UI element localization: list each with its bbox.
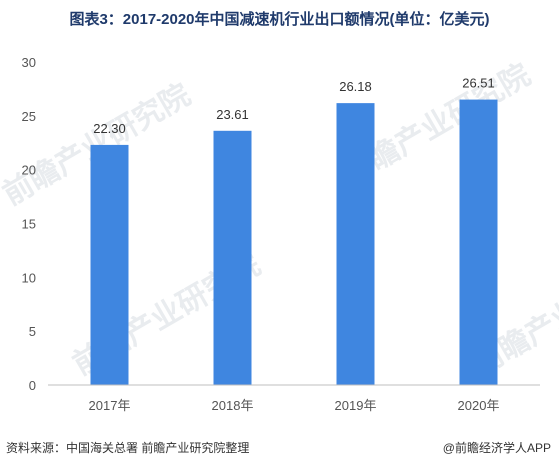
data-labels-group: 22.30 23.61 26.18 26.51 xyxy=(93,76,495,136)
x-tick-label: 2017年 xyxy=(89,398,131,413)
x-tick-label: 2019年 xyxy=(335,398,377,413)
y-tick-label: 25 xyxy=(22,109,36,124)
bar-value-label: 23.61 xyxy=(216,107,249,122)
bar xyxy=(213,130,252,385)
y-tick-label: 30 xyxy=(22,55,36,70)
bar-value-label: 26.51 xyxy=(462,76,495,91)
bar-value-label: 26.18 xyxy=(339,79,372,94)
bar xyxy=(336,103,375,386)
x-axis: 2017年 2018年 2019年 2020年 xyxy=(48,384,540,413)
y-tick-label: 15 xyxy=(22,217,36,232)
x-tick-label: 2018年 xyxy=(212,398,254,413)
y-tick-label: 0 xyxy=(29,378,36,393)
credit-note: @前瞻经济学人APP xyxy=(442,441,551,455)
y-tick-label: 20 xyxy=(22,163,36,178)
bar-value-label: 22.30 xyxy=(93,121,126,136)
bar xyxy=(90,144,129,385)
source-note: 资料来源：中国海关总署 前瞻产业研究院整理 xyxy=(6,441,250,455)
bars-group xyxy=(90,99,498,386)
chart-title: 图表3：2017-2020年中国减速机行业出口额情况(单位：亿美元) xyxy=(69,11,490,28)
y-axis: 0 5 10 15 20 25 30 xyxy=(22,55,36,393)
y-tick-label: 10 xyxy=(22,270,36,285)
y-tick-label: 5 xyxy=(29,324,36,339)
x-tick-label: 2020年 xyxy=(458,398,500,413)
bar xyxy=(459,99,498,385)
